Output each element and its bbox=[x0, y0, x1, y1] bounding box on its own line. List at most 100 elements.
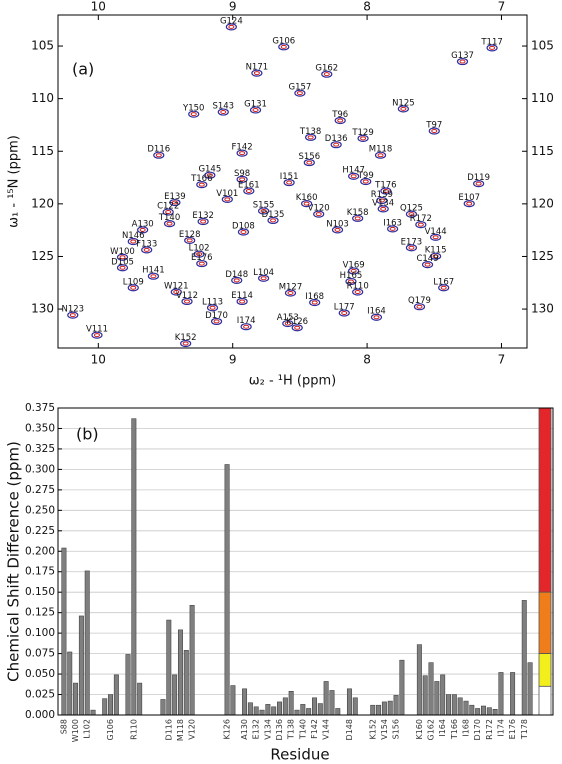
y-tick-label: 0.075 bbox=[25, 648, 55, 660]
peak-contour bbox=[197, 217, 209, 226]
bar bbox=[323, 681, 329, 716]
peak-contour bbox=[347, 279, 354, 284]
x-tick-label: T138 bbox=[287, 719, 296, 740]
peak-label: C122 bbox=[157, 202, 179, 212]
bar bbox=[510, 672, 516, 716]
x-tick-label: A130 bbox=[240, 719, 249, 740]
peak-contour bbox=[397, 105, 409, 113]
peak-contour bbox=[221, 195, 233, 203]
bar bbox=[177, 629, 183, 716]
peak-label: N123 bbox=[61, 305, 84, 315]
bar bbox=[416, 644, 422, 716]
bar bbox=[486, 707, 492, 716]
x-tick-label: E176 bbox=[508, 719, 517, 739]
y-tick-label: 120 bbox=[531, 196, 554, 210]
peak-label: K126 bbox=[286, 317, 308, 327]
peak-contour bbox=[309, 298, 321, 307]
x-tick-label: W100 bbox=[71, 719, 80, 742]
x-tick-label: M118 bbox=[176, 719, 185, 741]
peak-label: T99 bbox=[357, 171, 374, 181]
y-tick-label: 130 bbox=[31, 302, 54, 316]
bar bbox=[352, 697, 358, 716]
peak-contour bbox=[432, 254, 439, 259]
peak-contour bbox=[405, 210, 418, 218]
peak-label: D108 bbox=[232, 222, 255, 232]
peak-label: T129 bbox=[351, 128, 373, 138]
peak-contour bbox=[400, 106, 407, 111]
bar bbox=[451, 694, 457, 716]
peak-contour bbox=[416, 304, 423, 309]
peak-label: K158 bbox=[347, 208, 369, 218]
peak-contour bbox=[91, 331, 103, 339]
peak-label: E139 bbox=[164, 192, 186, 202]
bar bbox=[463, 700, 469, 716]
x-tick-label: 7 bbox=[498, 353, 506, 367]
peak-contour bbox=[225, 23, 237, 31]
x-tick-label: S88 bbox=[59, 719, 68, 734]
y-tick-label: 130 bbox=[531, 302, 554, 316]
peak-label: K160 bbox=[296, 193, 318, 203]
bar bbox=[370, 704, 376, 716]
peak-label: G137 bbox=[451, 51, 474, 61]
peak-contour bbox=[360, 136, 367, 141]
bar bbox=[440, 674, 446, 716]
peak-contour bbox=[380, 206, 387, 211]
peak-label: N125 bbox=[392, 98, 415, 108]
peak-contour bbox=[374, 151, 387, 159]
peak-label: G106 bbox=[272, 36, 295, 46]
bar bbox=[393, 695, 399, 716]
color-band bbox=[538, 685, 552, 716]
peak-contour bbox=[421, 261, 434, 269]
peak-contour bbox=[220, 110, 227, 115]
x-tick-label: S156 bbox=[392, 719, 401, 739]
peak-contour bbox=[260, 208, 267, 213]
peak-label: R172 bbox=[410, 214, 432, 224]
peak-contour bbox=[147, 272, 160, 280]
peak-contour bbox=[127, 237, 139, 246]
peak-label: H141 bbox=[142, 266, 165, 276]
peak-contour bbox=[463, 199, 475, 208]
bar bbox=[381, 701, 387, 716]
peak-contour bbox=[284, 289, 297, 297]
x-tick-label: R172 bbox=[485, 719, 494, 740]
peak-contour bbox=[294, 89, 306, 97]
peak-contour bbox=[137, 226, 149, 234]
peak-contour bbox=[116, 253, 129, 261]
peak-contour bbox=[193, 250, 205, 258]
peak-contour bbox=[186, 238, 193, 243]
y-tick-label: 115 bbox=[31, 144, 54, 158]
peak-contour bbox=[350, 174, 357, 179]
bar bbox=[253, 706, 259, 716]
peak-contour bbox=[417, 222, 424, 227]
y-tick-label: 0.275 bbox=[25, 484, 55, 496]
peak-contour bbox=[170, 288, 182, 296]
y-tick-label: 0.000 bbox=[25, 709, 55, 721]
bar bbox=[90, 709, 96, 716]
peak-contour bbox=[338, 309, 350, 317]
peak-contour bbox=[196, 259, 208, 268]
bar bbox=[469, 704, 475, 716]
peak-contour bbox=[182, 341, 189, 346]
peak-label: E132 bbox=[192, 211, 214, 221]
peak-label: M127 bbox=[279, 283, 303, 293]
bar bbox=[131, 418, 137, 716]
peak-contour bbox=[153, 151, 165, 159]
x-tick-label: V120 bbox=[188, 719, 197, 740]
x-axis-title: Residue bbox=[270, 746, 329, 764]
peak-label: D136 bbox=[325, 134, 348, 144]
peak-label: I151 bbox=[280, 172, 299, 182]
peak-label: T140 bbox=[158, 213, 180, 223]
peak-label: M118 bbox=[369, 145, 393, 155]
peak-label: T138 bbox=[299, 127, 321, 137]
peak-label: Y150 bbox=[182, 104, 204, 114]
peak-label: I168 bbox=[305, 292, 324, 302]
peak-label: F133 bbox=[136, 239, 157, 249]
peak-contour bbox=[303, 158, 315, 167]
peak-contour bbox=[456, 57, 469, 66]
peak-contour bbox=[171, 200, 178, 205]
peak-contour bbox=[432, 235, 439, 240]
peak-contour bbox=[196, 252, 203, 257]
bar bbox=[108, 694, 113, 716]
peak-contour bbox=[139, 227, 146, 232]
